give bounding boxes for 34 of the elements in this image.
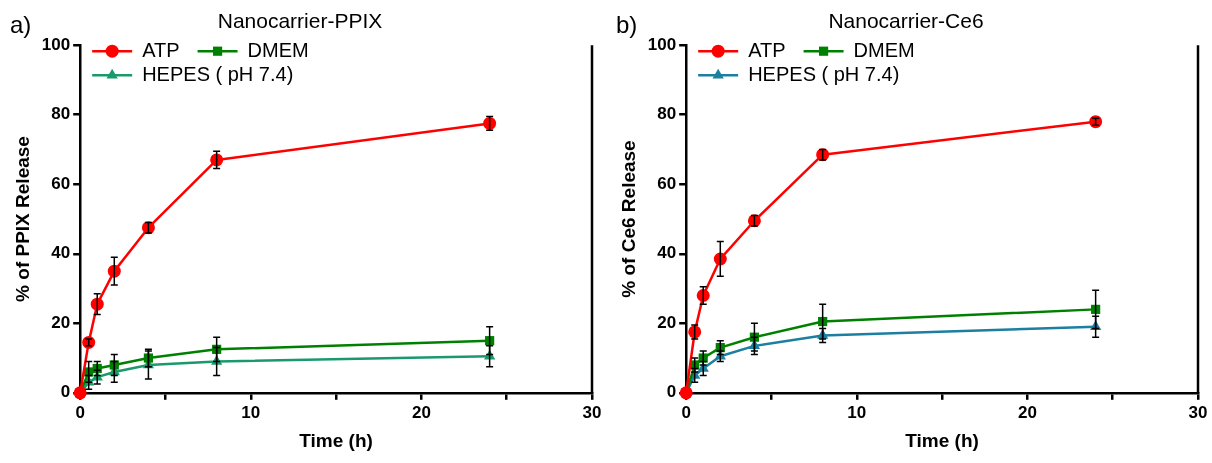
x-axis-title: Time (h) <box>299 429 373 451</box>
x-axis-title: Time (h) <box>905 429 979 451</box>
x-tick-label: 10 <box>847 402 867 422</box>
y-tick-label: 20 <box>657 312 677 332</box>
y-axis-title: % of Ce6 Release <box>617 140 639 298</box>
legend-label: ATP <box>142 38 180 61</box>
legend-label: HEPES ( pH 7.4) <box>748 62 900 85</box>
text: a) <box>10 10 32 38</box>
y-tick-label: 40 <box>657 243 677 263</box>
x-tick-label: 20 <box>411 402 431 422</box>
y-tick-label: 20 <box>51 312 71 332</box>
y-tick-label: 0 <box>666 382 677 402</box>
legend-label: HEPES ( pH 7.4) <box>142 62 294 85</box>
legend-label: ATP <box>748 38 786 61</box>
chart-title: Nanocarrier-Ce6 <box>828 9 984 33</box>
y-tick-label: 100 <box>41 34 71 54</box>
y-tick-label: 60 <box>51 173 71 193</box>
y-tick-label: 40 <box>51 243 71 263</box>
x-tick-label: 0 <box>681 402 691 422</box>
x-tick-label: 10 <box>241 402 261 422</box>
y-tick-label: 100 <box>647 34 677 54</box>
x-tick-label: 0 <box>75 402 85 422</box>
y-tick-label: 0 <box>60 382 71 402</box>
x-tick-label: 30 <box>1188 402 1208 422</box>
chart-title: Nanocarrier-PPIX <box>217 9 383 33</box>
y-tick-label: 60 <box>657 173 677 193</box>
x-tick-label: 20 <box>1017 402 1037 422</box>
y-tick-label: 80 <box>657 104 677 124</box>
legend-label: DMEM <box>853 38 915 61</box>
x-tick-label: 30 <box>582 402 602 422</box>
legend-label: DMEM <box>247 38 309 61</box>
y-tick-label: 80 <box>51 104 71 124</box>
text: b) <box>616 10 638 38</box>
y-axis-title: % of PPIX Release <box>11 136 33 302</box>
